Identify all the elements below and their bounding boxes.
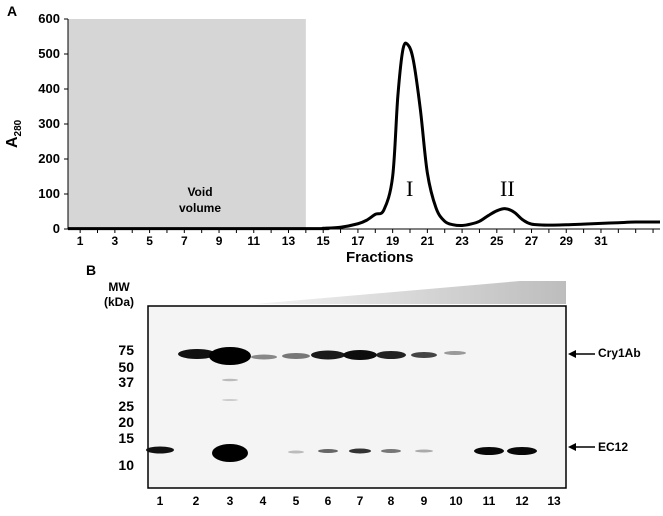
lane-label-4: 4	[259, 494, 267, 508]
band-lane3-ec12	[212, 444, 248, 462]
x-tick-label: 3	[111, 234, 119, 248]
band-lane4-cry1ab	[251, 354, 277, 360]
gel-bands	[146, 347, 537, 462]
band-lane7-ec12	[349, 448, 371, 454]
band-lane1-ec12	[146, 446, 174, 454]
band-lane6-cry1ab	[311, 350, 345, 360]
void-volume-region	[68, 19, 306, 229]
chromatogram-chart	[64, 18, 661, 233]
band-lane9-ec12	[415, 449, 433, 453]
y-tick-label: 0	[52, 221, 60, 236]
mw-title-line2: (kDa)	[104, 295, 135, 309]
void-label-line2: volume	[178, 201, 221, 215]
band-lane6-ec12	[318, 449, 338, 453]
cry1ab-arrowhead	[568, 350, 576, 358]
lane-label-1: 1	[156, 494, 164, 508]
band-lane5-cry1ab	[282, 353, 310, 359]
band-lane8-cry1ab	[376, 351, 406, 359]
lane-label-11: 11	[482, 494, 496, 508]
x-tick-label: 17	[351, 234, 365, 248]
lane-label-7: 7	[356, 494, 364, 508]
lane-label-8: 8	[387, 494, 395, 508]
lane-label-12: 12	[515, 494, 529, 508]
lane-label-13: 13	[547, 494, 561, 508]
lane-label-9: 9	[420, 494, 428, 508]
peak-2-label: II	[500, 176, 515, 201]
mw-marker-20: 20	[118, 414, 134, 430]
mw-marker-10: 10	[118, 457, 134, 473]
void-volume-label: Void volume	[170, 184, 230, 216]
band-lane11-ec12	[474, 447, 504, 455]
mw-marker-37: 37	[118, 374, 134, 390]
gel-frame	[147, 305, 567, 489]
x-tick-label: 7	[180, 234, 188, 248]
x-tick-label: 31	[594, 234, 608, 248]
x-tick-label: 29	[559, 234, 573, 248]
lane-label-10: 10	[449, 494, 463, 508]
lane-label-3: 3	[226, 494, 234, 508]
panel-b-label: B	[86, 262, 97, 278]
y-tick-label: 500	[38, 46, 60, 61]
lane-label-2: 2	[192, 494, 200, 508]
x-tick-label: 27	[524, 234, 539, 248]
y-tick-label: 300	[38, 116, 60, 131]
band-lane5-ec12	[288, 450, 304, 454]
y-tick-label: 400	[38, 81, 60, 96]
peak-1-label: I	[406, 176, 414, 201]
x-tick-label: 9	[215, 234, 223, 248]
ec12-arrowhead	[568, 443, 576, 451]
mw-title: MW (kDa)	[104, 280, 134, 310]
absorbance-curve	[67, 41, 661, 231]
x-tick-label: 19	[385, 234, 400, 248]
x-tick-label: 5	[146, 234, 153, 248]
mw-marker-75: 75	[118, 342, 134, 358]
band-lane3-cry1ab	[209, 347, 251, 365]
y-tick-label: 100	[38, 186, 60, 201]
lane-label-6: 6	[324, 494, 332, 508]
band-lane3-minor	[222, 378, 238, 382]
band-lane10-cry1ab	[444, 351, 466, 355]
x-tick-label: 1	[76, 234, 84, 248]
x-tick-label: 11	[247, 234, 261, 248]
lane-label-5: 5	[292, 494, 300, 508]
y-tick-label: 200	[38, 151, 60, 166]
x-tick-label: 25	[490, 234, 504, 248]
band-lane7-cry1ab	[343, 350, 377, 360]
ec12-label: EC12	[598, 440, 629, 454]
band-lane2-cry1ab	[178, 349, 216, 359]
band-lane3-minor2	[222, 399, 238, 401]
band-lane12-ec12	[507, 447, 537, 455]
mw-marker-25: 25	[118, 398, 134, 414]
fraction-gradient-wedge	[255, 281, 566, 304]
x-tick-label: 15	[316, 234, 330, 248]
panel-a-label: A	[7, 3, 18, 19]
mw-title-line1: MW	[108, 280, 130, 294]
x-tick-label: 21	[420, 234, 435, 248]
mw-marker-50: 50	[118, 359, 134, 375]
void-label-line1: Void	[187, 185, 213, 199]
band-lane9-cry1ab	[411, 352, 437, 358]
x-tick-label: 23	[455, 234, 469, 248]
mw-marker-15: 15	[118, 430, 134, 446]
x-tick-label: 13	[281, 234, 296, 248]
x-axis-label: Fractions	[346, 249, 414, 266]
y-tick-label: 600	[38, 11, 60, 26]
band-lane8-ec12	[381, 449, 401, 453]
cry1ab-label: Cry1Ab	[598, 346, 641, 360]
